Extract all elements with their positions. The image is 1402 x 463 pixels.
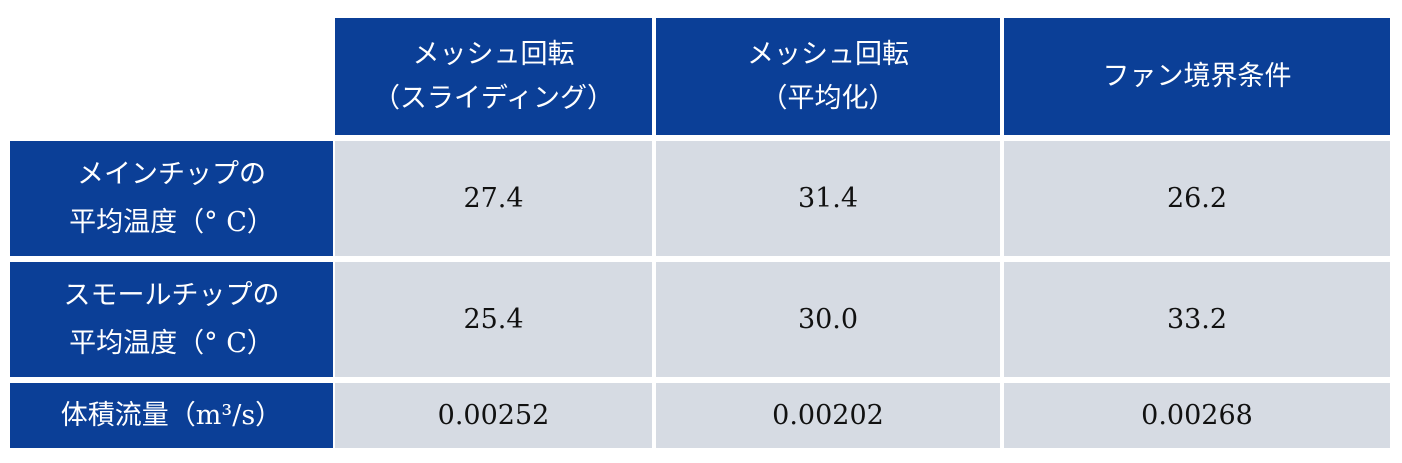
cell-text: 0.00252 [437,400,550,431]
value-cell: 30.0 [656,262,1000,377]
cell-text: メッシュ回転 [747,38,909,70]
row-label: スモールチップの 平均温度（° C） [10,262,333,377]
value-cell: 25.4 [335,262,652,377]
value-cell: 31.4 [656,141,1000,256]
cell-text: メッシュ回転 [412,38,575,70]
cell-text: 平均温度（° C） [69,206,274,238]
value-cell: 33.2 [1004,262,1390,377]
cell-text: 平均温度（° C） [69,327,274,359]
cell-text: 25.4 [463,304,524,335]
cell-text: 33.2 [1166,304,1228,335]
cell-text: 31.4 [797,183,859,214]
cell-text: 30.0 [797,304,859,335]
cell-text: メインチップの [77,158,266,190]
cell-text: スモールチップの [63,279,280,311]
cell-text: 体積流量（m³/s） [60,399,283,431]
value-cell: 0.00252 [335,383,652,448]
value-cell: 27.4 [335,141,652,256]
cell-text: （平均化） [760,82,896,114]
cell-text: 27.4 [463,183,524,214]
cell-text: ファン境界条件 [1102,60,1292,92]
value-cell: 26.2 [1004,141,1390,256]
value-cell: 0.00202 [656,383,1000,448]
header-cell: ファン境界条件 [1004,18,1390,135]
cell-text: 0.00202 [772,400,884,431]
cell-text: 0.00268 [1141,400,1253,431]
header-cell: メッシュ回転 （スライディング） [335,18,652,135]
header-cell: メッシュ回転 （平均化） [656,18,1000,135]
row-label: 体積流量（m³/s） [10,383,333,448]
cell-text: 26.2 [1166,183,1228,214]
value-cell: 0.00268 [1004,383,1390,448]
row-label: メインチップの 平均温度（° C） [10,141,333,256]
cell-text: （スライディング） [372,82,615,114]
